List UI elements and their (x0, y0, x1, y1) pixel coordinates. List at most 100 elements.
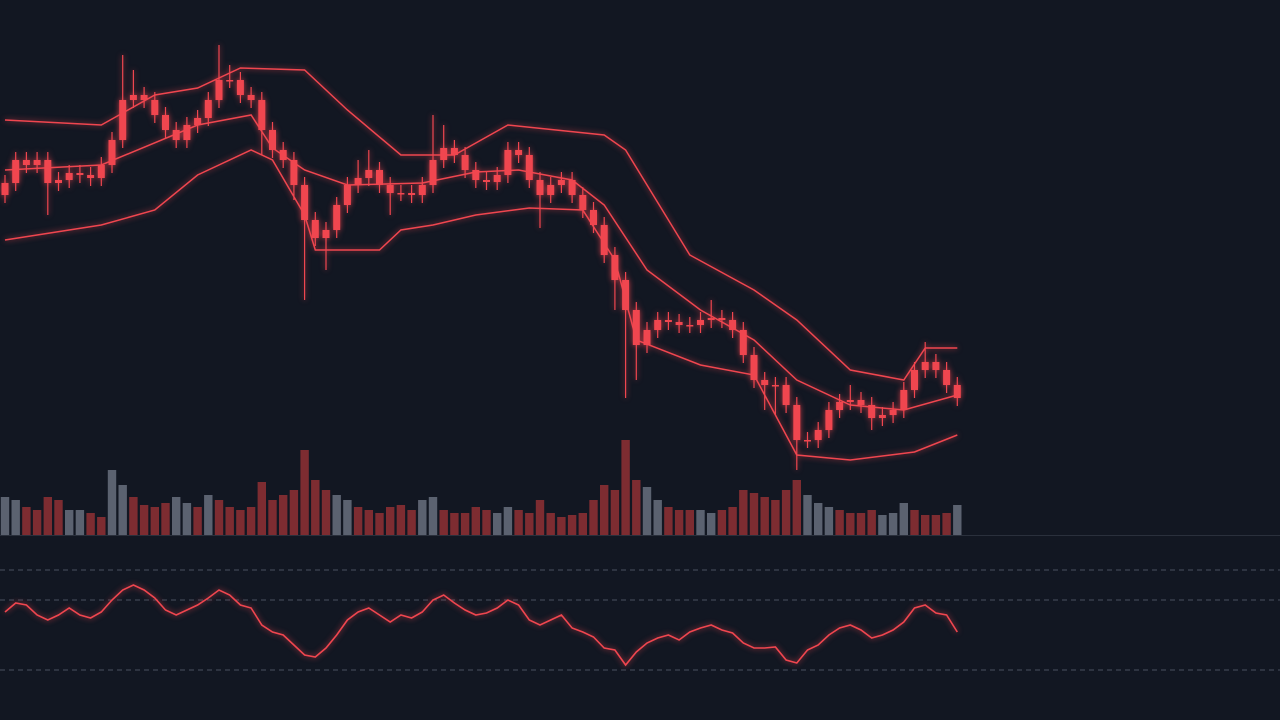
volume-bar (557, 517, 566, 535)
candle-body (943, 370, 951, 385)
volume-bar (279, 495, 288, 535)
candle-body (279, 150, 287, 160)
volume-bar (653, 500, 662, 535)
candle-body (932, 362, 940, 370)
candle-body (686, 325, 694, 327)
candle-body (194, 118, 202, 125)
volume-bar (11, 500, 20, 535)
candle-body (236, 80, 244, 95)
candle-body (707, 318, 715, 320)
volume-bar (386, 507, 395, 535)
volume-bar (439, 510, 448, 535)
candle-body (151, 100, 159, 115)
volume-bar (22, 507, 31, 535)
volume-bar (289, 490, 299, 535)
candle-body (461, 155, 469, 170)
candle-body (408, 193, 416, 195)
volume-bar (193, 507, 202, 535)
volume-bar (856, 513, 866, 535)
candle-body (675, 322, 683, 325)
volume-bar (567, 515, 577, 535)
candle-body (525, 155, 533, 180)
volume-bar (814, 503, 823, 535)
candle-body (739, 330, 747, 355)
volume-bar (535, 500, 545, 535)
volume-bar (728, 507, 737, 535)
candle-body (311, 220, 319, 238)
volume-bar (54, 500, 63, 535)
volume-bar (257, 482, 266, 535)
candle-body (622, 280, 630, 310)
candle-body (771, 385, 779, 387)
candle-body (386, 185, 394, 193)
volume-bar (696, 510, 705, 535)
candle-body (846, 400, 854, 402)
candle-body (183, 125, 191, 140)
candle-body (140, 95, 148, 100)
candle-body (354, 178, 362, 185)
candle-body (397, 193, 405, 195)
candle-body (44, 160, 52, 183)
volume-bar (600, 485, 609, 535)
candle-body (889, 410, 897, 415)
candle-body (504, 150, 512, 175)
volume-bar (375, 513, 384, 535)
volume-bar (182, 503, 192, 535)
candle-body (750, 355, 758, 380)
volume-bar (610, 490, 620, 535)
volume-bar (942, 513, 951, 535)
candle-body (547, 185, 555, 195)
volume-bar (739, 490, 748, 535)
volume-bar (43, 497, 52, 535)
volume-bar (589, 500, 598, 535)
candle-body (215, 80, 223, 100)
volume-bar (493, 513, 502, 535)
volume-bar (888, 513, 898, 535)
candle-body (76, 173, 84, 175)
candle-body (825, 410, 833, 430)
volume-bar (161, 503, 170, 535)
volume-bar (471, 507, 480, 535)
candle-body (55, 180, 62, 183)
band-line (4, 67, 958, 381)
volume-bar (792, 480, 801, 535)
rsi-line (4, 584, 958, 667)
candle-body (129, 95, 137, 100)
volume-bar (803, 495, 812, 535)
volume-bar (150, 507, 159, 535)
candle-body (22, 160, 30, 165)
candle-body (632, 310, 640, 345)
volume-bar (899, 503, 908, 535)
volume-bar (225, 507, 234, 535)
candle-body (718, 318, 726, 320)
volume-bar (428, 497, 438, 535)
candle-body (440, 148, 448, 160)
volume-bar (65, 510, 74, 535)
volume-bar (503, 507, 513, 535)
candle-body (226, 80, 234, 82)
candle-body (33, 160, 41, 165)
candle-body (119, 100, 127, 140)
volume-bar (674, 510, 684, 535)
volume-bar (632, 480, 641, 535)
candle-body (418, 185, 426, 195)
candle-body (729, 320, 737, 330)
candle-body (654, 320, 662, 330)
candle-body (301, 185, 309, 220)
volume-bar (75, 510, 85, 535)
volume-bar (86, 513, 95, 535)
volume-bar (311, 480, 320, 535)
candle-body (515, 150, 523, 155)
candle-body (568, 180, 576, 195)
candle-body (878, 415, 886, 418)
volume-bar (642, 487, 652, 535)
candle-body (697, 320, 704, 325)
volume-bar (749, 493, 759, 535)
volume-bar (664, 507, 673, 535)
volume-bar (878, 515, 887, 535)
candle-body (643, 330, 651, 345)
volume-bar (396, 505, 406, 535)
